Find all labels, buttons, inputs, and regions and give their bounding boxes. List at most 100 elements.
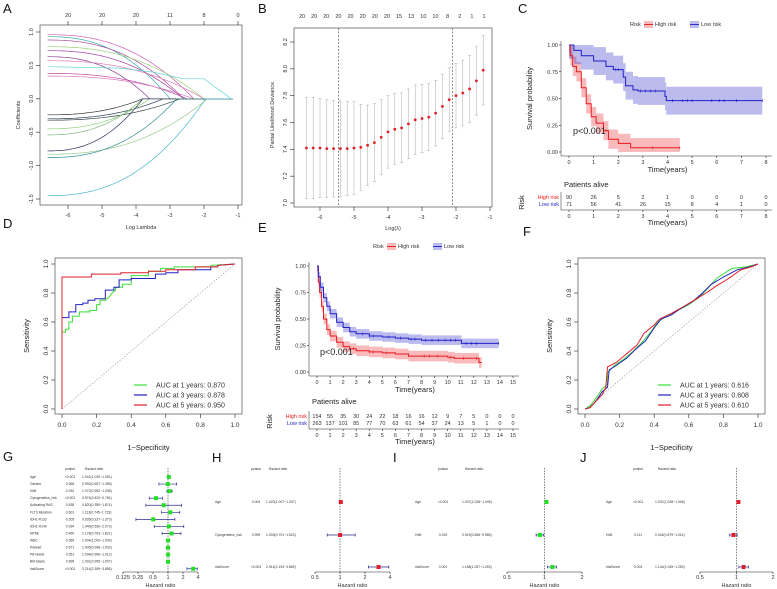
header-pvalue: pvalue — [633, 467, 643, 471]
row-hazard-ratio: 1.040(0.530−2.073) — [82, 524, 112, 528]
y-tick-label: 0.5 — [29, 62, 35, 70]
at-risk-count: 18 — [392, 414, 398, 420]
x-axis-label: Log(λ) — [385, 226, 401, 232]
row-pvalue: 0.934 — [66, 524, 75, 528]
row-hazard-ratio: 1.072(0.952−1.208) — [82, 489, 112, 493]
x-axis-label: Hazard ratio — [338, 583, 368, 589]
y-tick-label: 0.2 — [43, 375, 50, 384]
row-hazard-ratio: 1.000(0.998−1.003) — [82, 546, 112, 550]
row-variable: riskScore — [415, 565, 429, 569]
deviance-point-16 — [413, 118, 417, 122]
x-tick-label: 0.5 — [311, 575, 319, 581]
risk-table-x-tick-label: 2 — [617, 214, 620, 220]
panel-label-a: A — [3, 1, 12, 16]
x-tick-label: 1.0 — [230, 422, 239, 429]
row-pvalue: <0.001 — [251, 565, 262, 569]
row-pvalue: 0.111 — [634, 533, 642, 537]
y-tick-label: 7.4 — [283, 146, 289, 154]
row-pvalue: 0.695 — [66, 560, 75, 564]
legend-label: High risk — [398, 244, 420, 250]
x-tick-label: 8 — [420, 380, 423, 386]
panel-label-d: D — [3, 216, 12, 231]
risk-table-title: Patients alive — [564, 180, 609, 189]
x-tick-label: 7 — [740, 160, 743, 166]
row-pvalue: 0.671 — [66, 546, 75, 550]
top-tick-label: 13 — [408, 14, 414, 20]
legend-title: Risk — [630, 22, 641, 28]
at-risk-count: 24 — [366, 414, 372, 420]
confidence-band — [581, 45, 594, 70]
x-tick-label: -2 — [202, 213, 207, 219]
y-tick-label: 0.2 — [566, 375, 573, 384]
risk-table-title: Patients alive — [312, 397, 357, 406]
row-pvalue: 0.460 — [66, 531, 75, 535]
risk-table-x-tick-label: 2 — [342, 433, 345, 439]
x-tick-label: 1 — [166, 575, 169, 581]
risk-table-x-tick-label: 4 — [368, 433, 371, 439]
x-tick-label: 0.6 — [684, 422, 693, 429]
row-hazard-ratio: 1.113(0.745−1.723) — [82, 510, 111, 514]
panel-label-i: I — [393, 450, 397, 465]
deviance-point-20 — [441, 105, 444, 108]
coefficient-path-15 — [47, 98, 233, 155]
risk-table-x-tick-label: 1 — [592, 214, 595, 220]
row-variable: Activating RAS — [30, 503, 53, 507]
risk-table-row-label: High risk — [538, 195, 560, 201]
row-variable: Age — [606, 500, 612, 504]
y-tick-label: 0.75 — [295, 291, 306, 297]
confidence-band — [630, 138, 680, 152]
deviance-point-11 — [379, 135, 383, 139]
roc-curve-2 — [584, 263, 759, 410]
at-risk-count: 24 — [445, 421, 451, 427]
deviance-point-13 — [393, 127, 397, 131]
y-tick-label: 1.00 — [547, 43, 558, 49]
risk-table-x-tick-label: 11 — [458, 433, 464, 439]
at-risk-count: 0 — [498, 421, 501, 427]
coefficient-path-9 — [47, 98, 233, 116]
deviance-point-17 — [420, 117, 424, 120]
at-risk-count: 5 — [617, 195, 620, 201]
row-variable: Platelet — [30, 546, 41, 550]
y-axis-label: Sensitivity — [545, 319, 554, 353]
x-tick-label: 1.0 — [753, 422, 762, 429]
legend-label: AUC at 3 years: 0.608 — [680, 393, 749, 400]
legend-label: AUC at 3 years: 0.878 — [156, 393, 225, 400]
p-value: p<0.001 — [573, 126, 606, 136]
at-risk-count: 0 — [511, 421, 514, 427]
deviance-point-3 — [325, 147, 329, 151]
risk-table-x-tick-label: 1 — [329, 433, 332, 439]
x-tick-label: -2 — [454, 215, 459, 221]
x-axis-label: Time(years) — [395, 385, 435, 394]
x-tick-label: 3 — [641, 160, 644, 166]
x-tick-label: 2 — [342, 380, 345, 386]
x-tick-label: 0.4 — [650, 422, 659, 429]
hazard-ratio-box — [544, 500, 549, 504]
panel-label-g: G — [3, 449, 13, 464]
coefficient-path-13 — [47, 98, 233, 136]
x-tick-label: 1 — [735, 575, 738, 581]
risk-table-y-label: Risk — [517, 195, 526, 210]
top-tick-label: 20 — [299, 14, 305, 20]
row-variable: riskScore — [215, 565, 229, 569]
row-hazard-ratio: 1.023(1.007−1.037) — [266, 500, 296, 504]
risk-table-x-tick-label: 12 — [471, 433, 477, 439]
at-risk-count: 15 — [664, 202, 670, 208]
top-tick-label: 20 — [133, 13, 139, 19]
x-tick-label: -4 — [134, 213, 139, 219]
row-hazard-ratio: 0.820(0.359−1.874) — [82, 503, 112, 507]
row-variable: riskScore — [606, 565, 620, 569]
hazard-ratio-box — [167, 489, 172, 494]
at-risk-count: 0 — [764, 202, 767, 208]
row-variable: FLT3 Mutation — [30, 510, 52, 514]
top-tick-label: 15 — [396, 14, 402, 20]
confidence-band — [569, 45, 574, 59]
x-tick-label: -1 — [236, 213, 241, 219]
y-tick-label: 1.00 — [295, 264, 306, 270]
y-tick-label: 8.0 — [283, 65, 289, 73]
top-tick-label: 1 — [470, 14, 473, 20]
at-risk-count: 9 — [446, 414, 449, 420]
top-tick-label: 20 — [384, 14, 390, 20]
x-tick-label: 11 — [458, 380, 464, 386]
x-tick-label: 14 — [497, 380, 503, 386]
